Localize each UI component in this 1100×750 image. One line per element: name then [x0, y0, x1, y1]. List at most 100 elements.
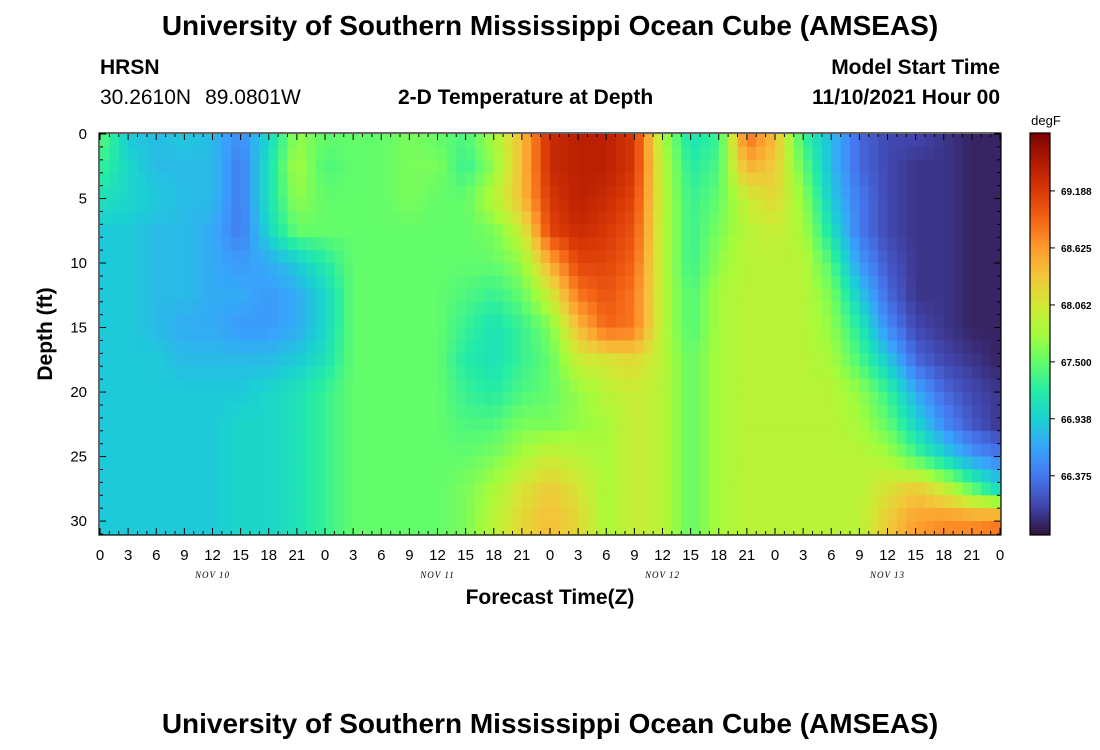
- heatmap-cell: [268, 237, 279, 251]
- heatmap-cell: [821, 392, 832, 406]
- heatmap-cell: [287, 392, 298, 406]
- heatmap-cell: [118, 430, 129, 445]
- heatmap-cell: [859, 250, 870, 264]
- heatmap-cell: [971, 340, 982, 354]
- heatmap-cell: [428, 159, 439, 174]
- heatmap-cell: [400, 353, 410, 367]
- heatmap-cell: [971, 353, 982, 367]
- heatmap-cell: [531, 301, 542, 316]
- heatmap-cell: [268, 198, 279, 213]
- heatmap-cell: [550, 469, 560, 483]
- heatmap-cell: [512, 456, 523, 471]
- heatmap-cell: [221, 469, 232, 483]
- heatmap-cell: [915, 314, 926, 329]
- heatmap-cell: [371, 353, 382, 367]
- heatmap-cell: [587, 417, 598, 432]
- heatmap-cell: [803, 430, 814, 445]
- heatmap-cell: [259, 404, 270, 419]
- heatmap-cell: [793, 159, 804, 174]
- heatmap-cell: [737, 211, 748, 225]
- heatmap-cell: [146, 482, 157, 496]
- heatmap-cell: [962, 404, 973, 419]
- heatmap-cell: [709, 430, 720, 445]
- heatmap-cell: [821, 275, 832, 290]
- heatmap-cell: [296, 482, 307, 496]
- heatmap-cell: [625, 353, 635, 367]
- heatmap-cell: [118, 237, 129, 251]
- heatmap-cell: [700, 366, 710, 380]
- heatmap-cell: [268, 224, 279, 238]
- heatmap-cell: [100, 495, 110, 509]
- heatmap-cell: [156, 250, 167, 264]
- heatmap-cell: [765, 224, 776, 238]
- x-day-label: NOV 12: [644, 570, 680, 580]
- heatmap-cell: [437, 172, 448, 187]
- heatmap-cell: [353, 172, 364, 187]
- heatmap-cell: [775, 172, 785, 187]
- heatmap-cell: [334, 327, 345, 342]
- heatmap-cell: [100, 482, 110, 496]
- heatmap-cell: [728, 443, 739, 458]
- heatmap-cell: [596, 185, 607, 200]
- heatmap-cell: [878, 340, 889, 354]
- heatmap-cell: [737, 404, 748, 419]
- heatmap-cell: [953, 301, 964, 316]
- heatmap-cell: [756, 443, 767, 458]
- heatmap-cell: [700, 404, 710, 419]
- heatmap-cell: [765, 263, 776, 277]
- heatmap-cell: [165, 404, 176, 419]
- heatmap-cell: [240, 340, 251, 354]
- heatmap-cell: [212, 340, 223, 354]
- heatmap-cell: [203, 404, 214, 419]
- heatmap-cell: [100, 275, 110, 290]
- heatmap-cell: [840, 469, 851, 483]
- heatmap-cell: [165, 353, 176, 367]
- heatmap-cell: [409, 417, 420, 432]
- heatmap-cell: [850, 146, 860, 161]
- heatmap-cell: [971, 275, 982, 290]
- heatmap-cell: [812, 508, 823, 522]
- heatmap-cell: [587, 172, 598, 187]
- heatmap-cell: [625, 211, 635, 225]
- heatmap-cell: [793, 237, 804, 251]
- heatmap-cell: [831, 159, 842, 174]
- heatmap-cell: [100, 456, 110, 471]
- heatmap-cell: [643, 443, 654, 458]
- heatmap-cell: [381, 456, 392, 471]
- heatmap-cell: [334, 404, 345, 419]
- heatmap-cell: [325, 482, 335, 496]
- heatmap-cell: [212, 508, 223, 522]
- heatmap-cell: [231, 224, 242, 238]
- heatmap-cell: [175, 508, 185, 522]
- heatmap-cell: [953, 185, 964, 200]
- heatmap-cell: [109, 237, 120, 251]
- heatmap-cell: [137, 146, 148, 161]
- heatmap-cell: [700, 237, 710, 251]
- heatmap-cell: [643, 250, 654, 264]
- heatmap-cell: [409, 237, 420, 251]
- heatmap-cell: [390, 288, 401, 303]
- heatmap-cell: [662, 366, 673, 380]
- heatmap-cell: [578, 366, 589, 380]
- heatmap-cell: [718, 379, 729, 393]
- heatmap-cell: [287, 224, 298, 238]
- heatmap-cell: [840, 417, 851, 432]
- heatmap-cell: [371, 185, 382, 200]
- heatmap-cell: [418, 301, 429, 316]
- heatmap-cell: [371, 430, 382, 445]
- heatmap-cell: [728, 495, 739, 509]
- heatmap-cell: [250, 392, 260, 406]
- heatmap-cell: [578, 237, 589, 251]
- heatmap-cell: [540, 430, 551, 445]
- heatmap-cell: [587, 430, 598, 445]
- heatmap-cell: [446, 198, 457, 213]
- x-tick-label: 21: [739, 547, 756, 564]
- heatmap-cell: [109, 430, 120, 445]
- heatmap-cell: [690, 172, 701, 187]
- heatmap-cell: [784, 275, 795, 290]
- heatmap-cell: [212, 521, 223, 535]
- heatmap-cell: [568, 366, 579, 380]
- heatmap-cell: [821, 211, 832, 225]
- heatmap-cell: [231, 301, 242, 316]
- heatmap-cell: [221, 430, 232, 445]
